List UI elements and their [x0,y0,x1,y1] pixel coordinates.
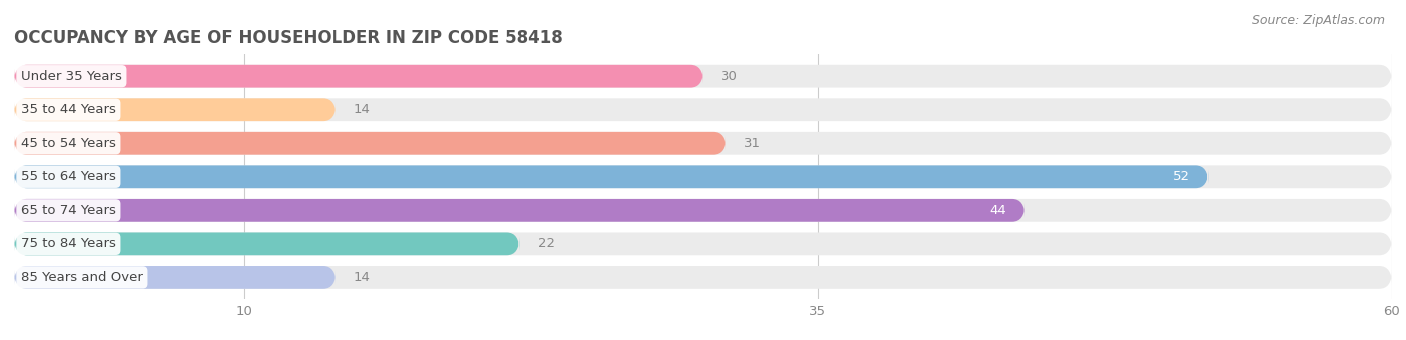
FancyBboxPatch shape [14,65,1392,88]
FancyBboxPatch shape [14,98,1392,121]
Text: 30: 30 [721,70,738,83]
FancyBboxPatch shape [14,266,1392,289]
Text: Source: ZipAtlas.com: Source: ZipAtlas.com [1251,14,1385,27]
FancyBboxPatch shape [14,233,519,255]
Text: 31: 31 [744,137,761,150]
Text: Under 35 Years: Under 35 Years [21,70,122,83]
Text: 22: 22 [537,237,554,250]
FancyBboxPatch shape [14,165,1392,188]
Text: 75 to 84 Years: 75 to 84 Years [21,237,115,250]
FancyBboxPatch shape [14,199,1392,222]
Text: 55 to 64 Years: 55 to 64 Years [21,170,115,183]
Text: 44: 44 [990,204,1007,217]
Text: 45 to 54 Years: 45 to 54 Years [21,137,115,150]
Text: OCCUPANCY BY AGE OF HOUSEHOLDER IN ZIP CODE 58418: OCCUPANCY BY AGE OF HOUSEHOLDER IN ZIP C… [14,29,562,47]
FancyBboxPatch shape [14,233,1392,255]
Text: 52: 52 [1173,170,1189,183]
Text: 65 to 74 Years: 65 to 74 Years [21,204,115,217]
FancyBboxPatch shape [14,132,1392,155]
Text: 14: 14 [354,271,371,284]
FancyBboxPatch shape [14,98,336,121]
Text: 35 to 44 Years: 35 to 44 Years [21,103,115,116]
FancyBboxPatch shape [14,65,703,88]
FancyBboxPatch shape [14,132,725,155]
FancyBboxPatch shape [14,266,336,289]
FancyBboxPatch shape [14,165,1208,188]
FancyBboxPatch shape [14,199,1025,222]
Text: 14: 14 [354,103,371,116]
Text: 85 Years and Over: 85 Years and Over [21,271,143,284]
